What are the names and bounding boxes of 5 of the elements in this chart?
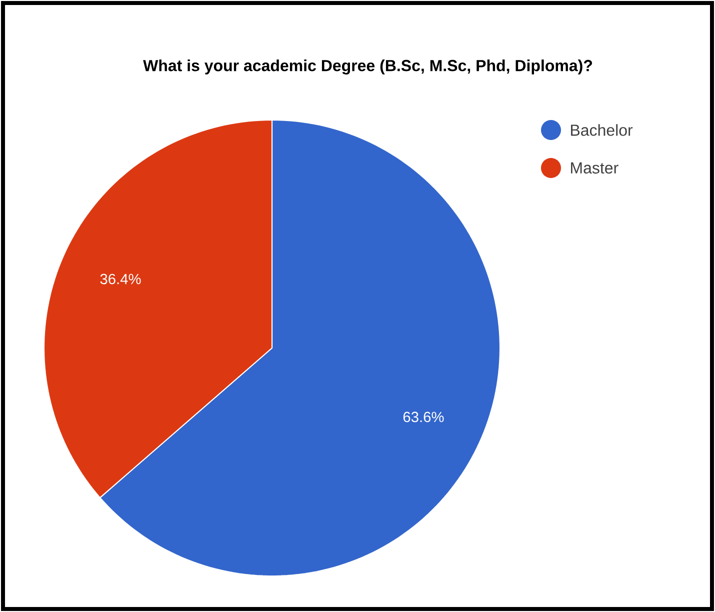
legend-label: Bachelor [571,124,633,136]
data-label: 36.4% [100,274,141,284]
chart-title: What is your academic Degree (B.Sc, M.Sc, Phd, Diploma)? [143,60,592,74]
legend-label: Master [571,162,618,174]
data-label: 63.6% [403,412,444,422]
